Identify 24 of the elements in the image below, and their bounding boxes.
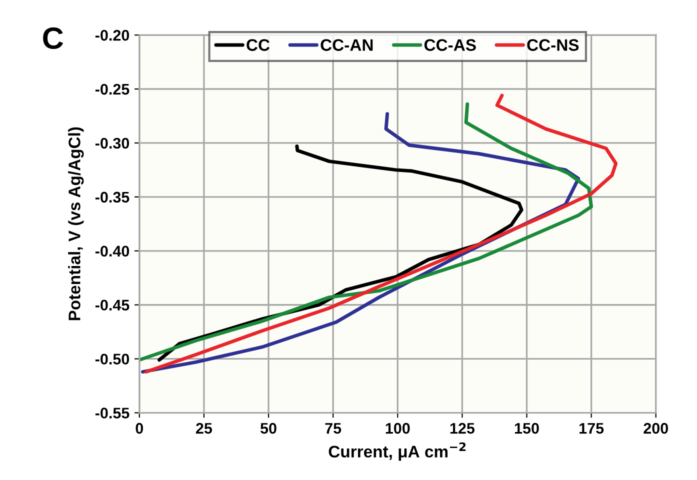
y-tick-label: -0.55 — [95, 408, 130, 418]
text: C — [43, 27, 64, 49]
x-tick-label: 175 — [580, 423, 604, 434]
x-tick-label: 125 — [450, 422, 475, 434]
legend-label: CC-NS — [527, 39, 579, 51]
y-tick-label: -0.45 — [95, 300, 130, 311]
x-tick-label: 50 — [260, 422, 276, 434]
x-tick-label: 25 — [196, 422, 212, 434]
x-tick-label: 0 — [136, 422, 144, 434]
x-tick-label: 100 — [386, 422, 410, 434]
x-tick-label: 75 — [325, 423, 342, 434]
y-tick-label: -0.30 — [95, 138, 130, 149]
y-tick-label: -0.35 — [95, 192, 130, 203]
x-axis-title: Current, μA cm$^{−2}$ — [328, 442, 466, 461]
legend-label: CC — [246, 39, 270, 51]
y-tick-label: -0.20 — [95, 30, 130, 41]
y-tick-label: -0.25 — [95, 84, 130, 95]
x-tick-label: 200 — [644, 422, 668, 434]
x-tick-label: 150 — [514, 422, 539, 434]
y-axis-title: Potential, V (vs Ag/AgCl) — [68, 127, 84, 320]
legend-label: CC-AS — [424, 39, 476, 51]
y-tick-label: -0.50 — [95, 354, 130, 365]
y-tick-label: -0.40 — [95, 246, 130, 257]
legend-label: CC-AN — [320, 39, 373, 51]
